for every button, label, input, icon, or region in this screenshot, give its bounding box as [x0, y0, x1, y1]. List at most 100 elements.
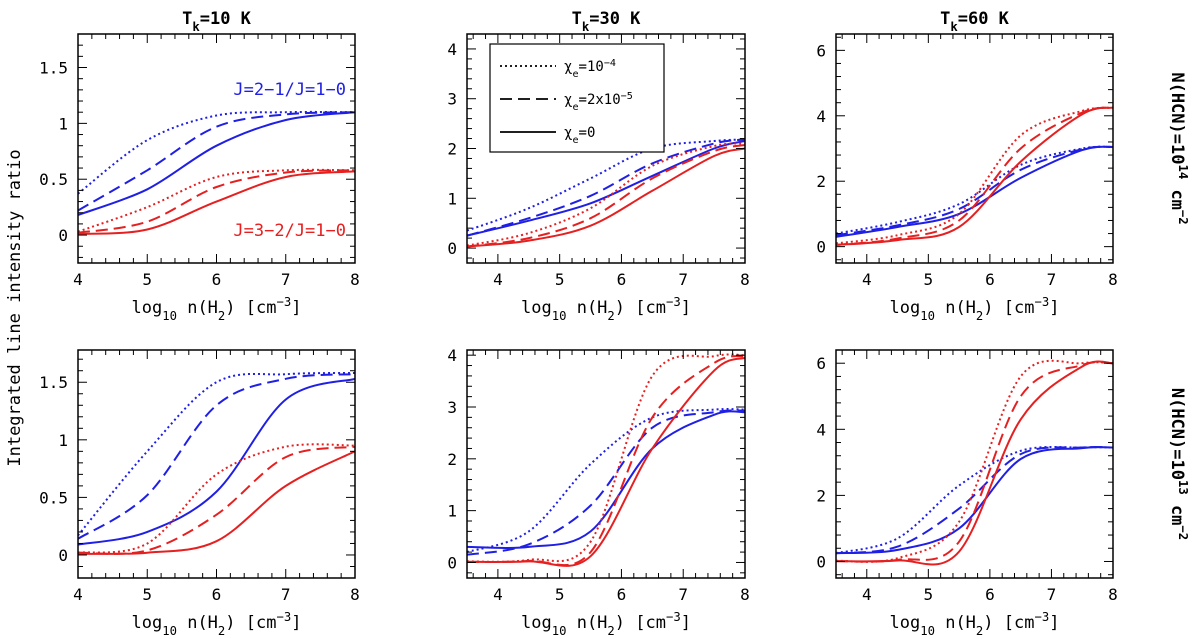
- series-line-j21-chi-0: [78, 377, 355, 546]
- series-line-j32-chi-0: [467, 356, 745, 567]
- series-group: [467, 138, 745, 248]
- y-tick-label: 1: [447, 502, 457, 521]
- panel-row2-col3: 4 5 6 7 8 0 2 4 6 log10 n(H2) [cm−3]: [816, 349, 1118, 638]
- series-group: [78, 110, 355, 235]
- y-tick-label: 0: [816, 552, 826, 571]
- x-tick-label: 5: [142, 270, 152, 289]
- series-line-j32-chi-0: [836, 360, 1113, 566]
- x-tick-label: 8: [1108, 585, 1118, 604]
- series-line-j21-chi-2e-5: [78, 111, 355, 212]
- x-tick-label: 4: [862, 270, 872, 289]
- x-tick-label: 6: [212, 585, 222, 604]
- y-tick-label: 6: [816, 354, 826, 373]
- panel-row1-col1: 4 5 6 7 8 0 0.5 1 1.5 log10 n(H2) [cm−3] J=2−1/J=1…: [39, 33, 360, 323]
- y-tick-label: 4: [447, 346, 457, 365]
- series-line-j21-chi-2e-5: [836, 145, 1113, 237]
- x-tick-label: 6: [985, 270, 995, 289]
- row-label-2: N(HCN)=1013 cm−2: [1167, 388, 1190, 540]
- y-tick-label: 1.5: [39, 59, 68, 78]
- x-tick-label: 8: [350, 270, 360, 289]
- series-group: [78, 372, 355, 555]
- x-tick-label: 7: [1047, 585, 1057, 604]
- y-tick-label: 2: [816, 172, 826, 191]
- series-line-j21-chi-1e-4: [836, 145, 1113, 235]
- x-tick-label: 7: [678, 585, 688, 604]
- panel-row1-col2: 4 5 6 7 8 0 1 2 3 4 log10 n(H2) [cm−3]: [447, 33, 750, 323]
- panel-row2-col1: 4 5 6 7 8 0 0.5 1 1.5 log10 n(H2) [cm−3]: [39, 349, 360, 638]
- series-line-j21-chi-1e-4: [836, 445, 1113, 555]
- series-line-j32-chi-2e-5: [78, 445, 355, 555]
- series-line-j21-chi-0: [467, 410, 745, 550]
- annotation-j21: J=2−1/J=1−0: [233, 80, 346, 100]
- series-line-j21-chi-1e-4: [467, 138, 745, 232]
- y-tick-label: 4: [447, 40, 457, 59]
- x-tick-label: 5: [924, 585, 934, 604]
- x-axis-title: log10 n(H2) [cm−3]: [521, 295, 691, 323]
- y-tick-label: 0: [58, 546, 68, 565]
- legend-label-dashed: χe=2x10−5: [564, 91, 633, 113]
- x-tick-label: 8: [350, 585, 360, 604]
- x-tick-label: 4: [493, 270, 503, 289]
- x-axis-title: log10 n(H2) [cm−3]: [890, 610, 1060, 638]
- y-tick-label: 0.5: [39, 170, 68, 189]
- x-axis-title: log10 n(H2) [cm−3]: [521, 610, 691, 638]
- series-line-j32-chi-1e-4: [78, 168, 355, 233]
- column-title-1: Tk=10 K: [182, 9, 252, 34]
- y-tick-label: 1: [447, 189, 457, 208]
- y-axis-title: Integrated line intensity ratio: [5, 149, 25, 466]
- y-tick-label: 1: [58, 431, 68, 450]
- y-tick-label: 2: [447, 140, 457, 159]
- series-line-j21-chi-0: [78, 111, 355, 216]
- x-tick-label: 6: [212, 270, 222, 289]
- headers: Tk=10 K Tk=30 K Tk=60 K N(HCN)=1014 cm−2 N(H…: [182, 9, 1190, 540]
- plot-frame: [835, 349, 1114, 579]
- y-tick-label: 3: [447, 398, 457, 417]
- series-line-j32-chi-0: [78, 450, 355, 555]
- y-tick-label: 6: [816, 41, 826, 60]
- series-line-j32-chi-0: [78, 170, 355, 235]
- y-tick-label: 0: [447, 553, 457, 572]
- legend: χe=10−4 χe=2x10−5 χe=0: [489, 43, 665, 153]
- x-tick-label: 7: [281, 270, 291, 289]
- y-tick-label: 0.5: [39, 488, 68, 507]
- series-line-j32-chi-1e-4: [78, 443, 355, 554]
- x-tick-label: 7: [678, 270, 688, 289]
- series-line-j32-chi-2e-5: [78, 169, 355, 234]
- y-tick-label: 0: [816, 238, 826, 257]
- series-line-j32-chi-0: [467, 147, 745, 248]
- series-line-j21-chi-2e-5: [78, 373, 355, 540]
- x-tick-label: 6: [617, 585, 627, 604]
- x-tick-label: 4: [73, 585, 83, 604]
- y-tick-label: 2: [447, 450, 457, 469]
- x-tick-label: 7: [281, 585, 291, 604]
- series-line-j32-chi-1e-4: [836, 106, 1113, 245]
- legend-label-solid: χe=0: [564, 125, 595, 146]
- x-tick-label: 4: [73, 270, 83, 289]
- x-tick-label: 5: [924, 270, 934, 289]
- x-tick-label: 4: [493, 585, 503, 604]
- series-group: [467, 353, 745, 567]
- x-axis-title: log10 n(H2) [cm−3]: [132, 295, 302, 323]
- series-line-j21-chi-1e-4: [78, 110, 355, 195]
- legend-box: [489, 43, 665, 153]
- y-tick-label: 0: [447, 239, 457, 258]
- x-tick-label: 5: [142, 585, 152, 604]
- column-title-3: Tk=60 K: [940, 9, 1010, 34]
- y-tick-label: 1.5: [39, 373, 68, 392]
- series-line-j32-chi-1e-4: [467, 353, 745, 563]
- series-line-j32-chi-2e-5: [467, 355, 745, 567]
- y-tick-label: 3: [447, 90, 457, 109]
- series-line-j32-chi-2e-5: [836, 106, 1113, 246]
- y-tick-label: 1: [58, 114, 68, 133]
- column-title-2: Tk=30 K: [572, 9, 642, 34]
- plot-frame: [466, 349, 746, 579]
- x-tick-label: 8: [1108, 270, 1118, 289]
- legend-label-dotted: χe=10−4: [564, 58, 616, 80]
- x-tick-label: 5: [555, 270, 565, 289]
- series-line-j21-chi-0: [836, 446, 1113, 555]
- x-tick-label: 8: [740, 585, 750, 604]
- x-tick-label: 8: [740, 270, 750, 289]
- series-line-j32-chi-2e-5: [836, 361, 1113, 563]
- x-axis-title: log10 n(H2) [cm−3]: [132, 610, 302, 638]
